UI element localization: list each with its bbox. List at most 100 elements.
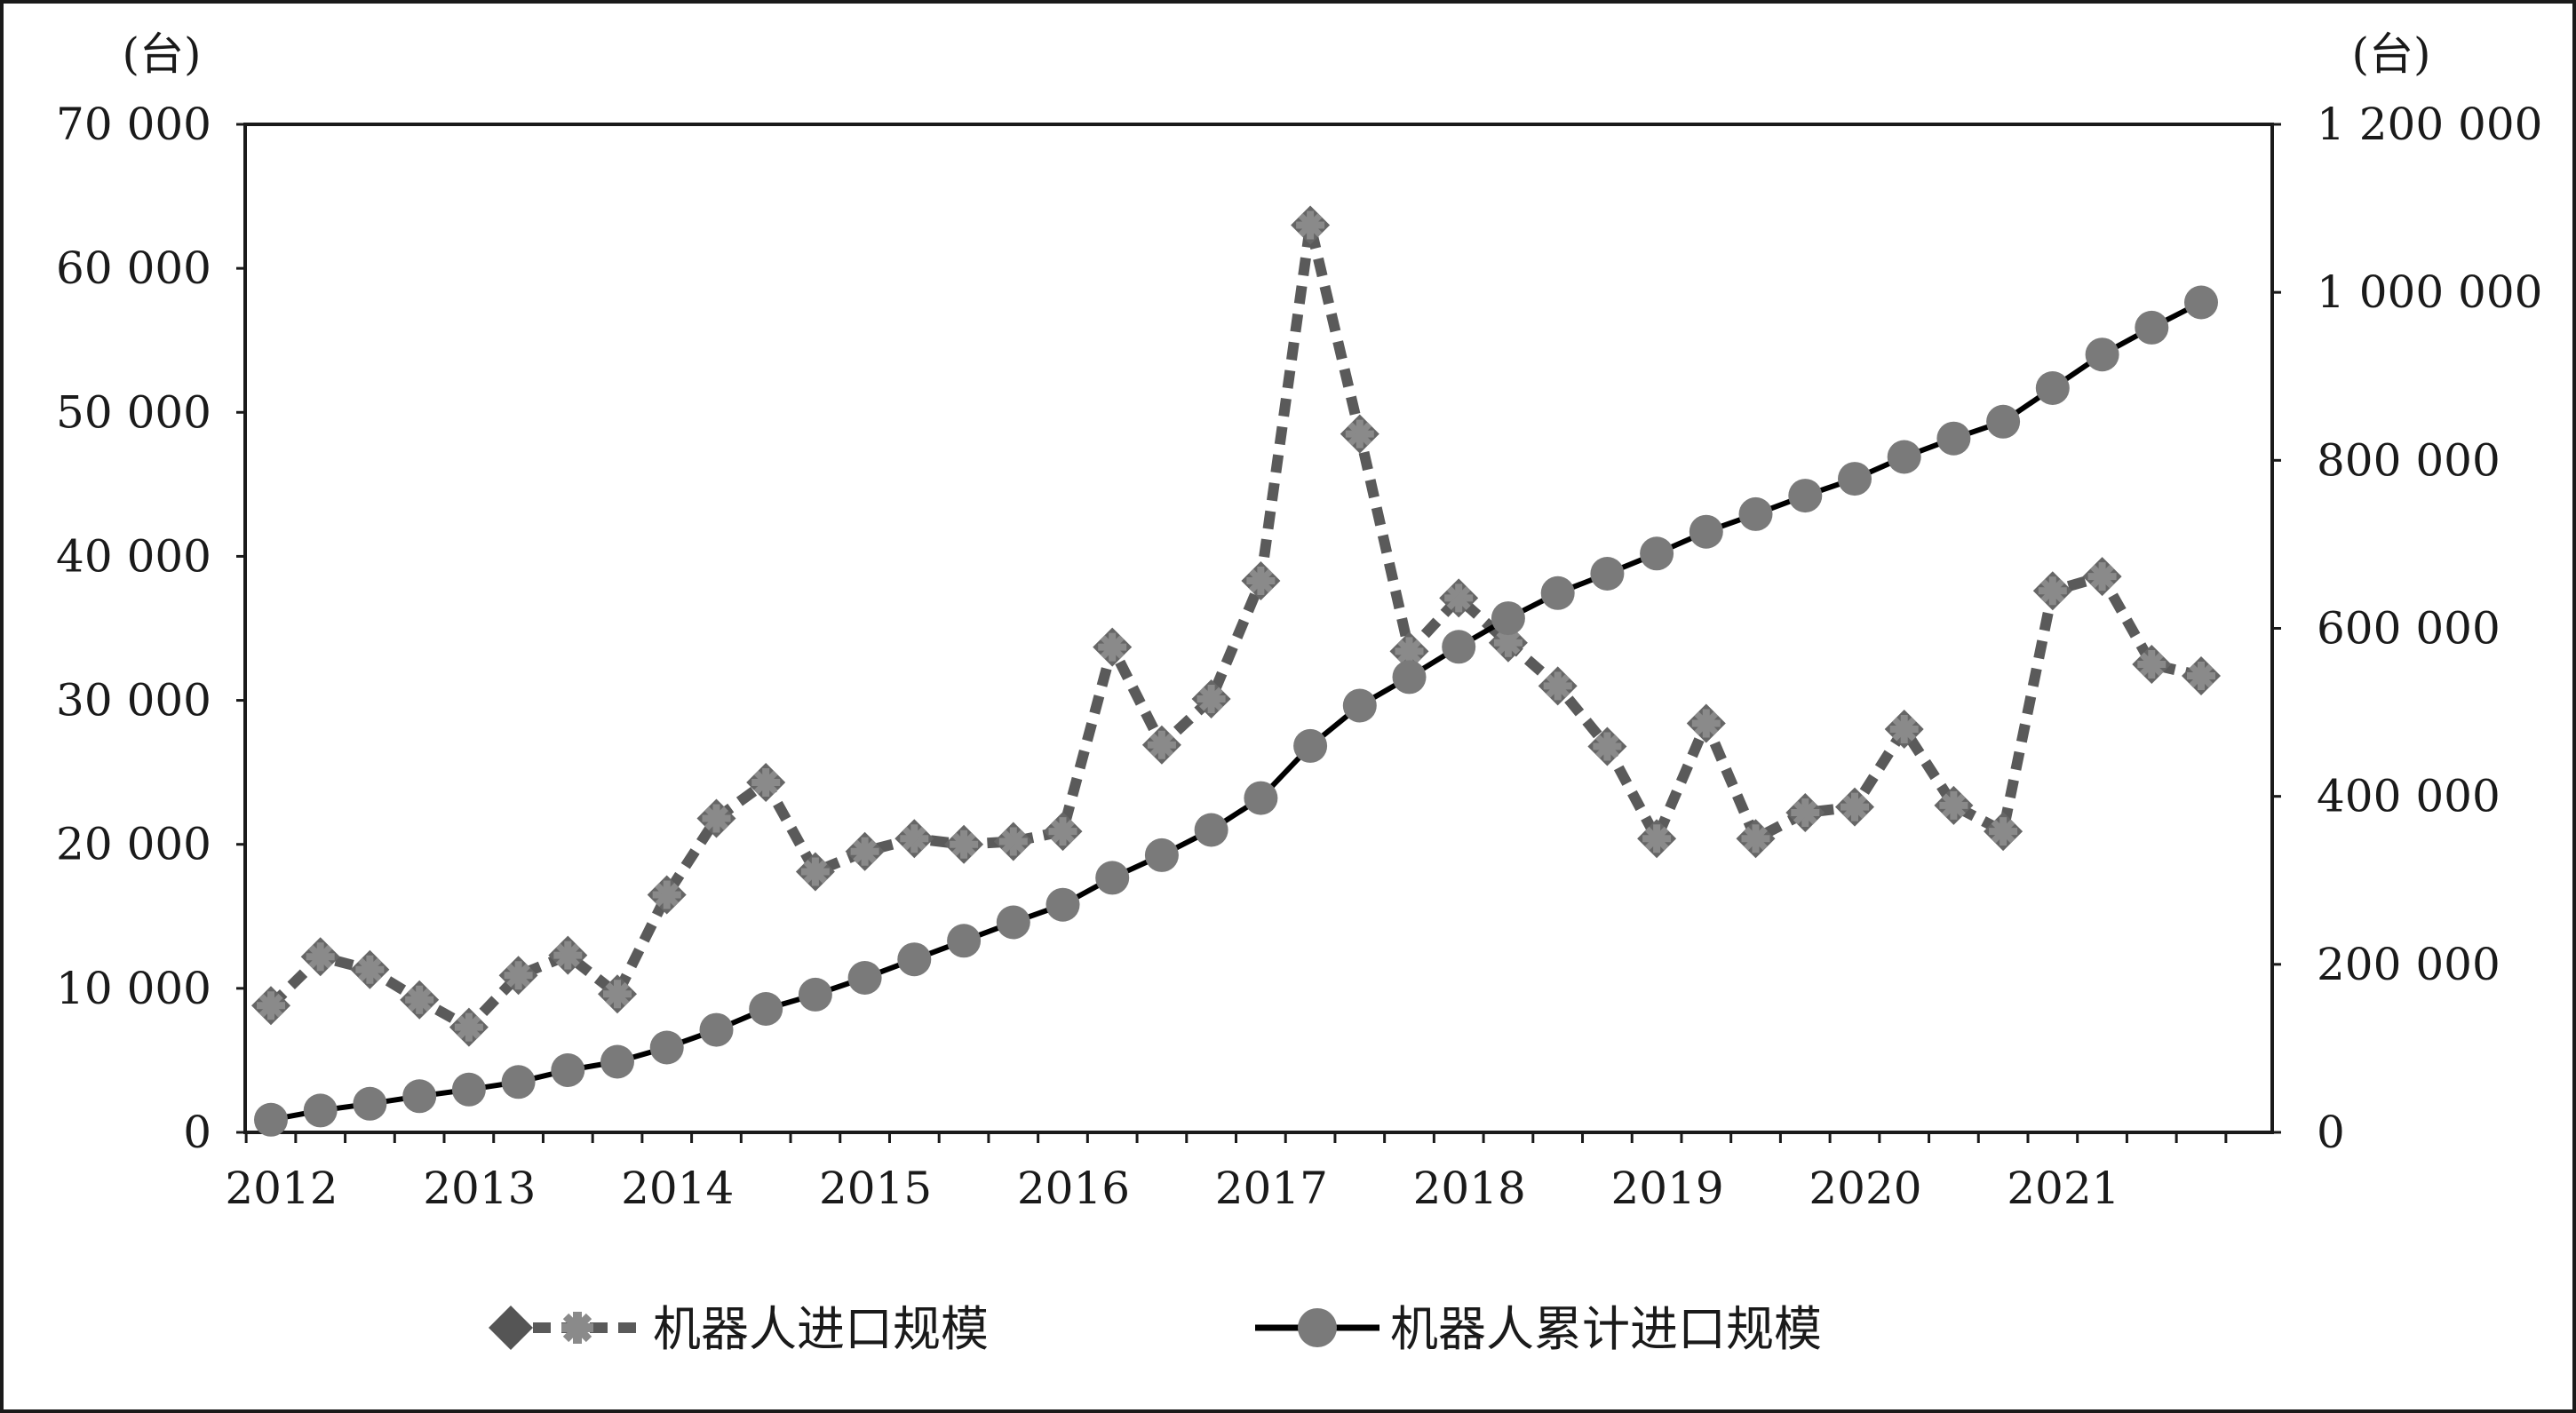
data-point-import [498,956,538,996]
data-point-import [2182,656,2221,695]
data-point-cumulative [1689,514,1723,549]
legend-label-cumulative: 机器人累计进口规模 [1390,1301,1822,1357]
left-tick-label: 20 000 [56,819,211,870]
data-point-import [1141,725,1181,765]
left-tick-label: 40 000 [56,530,211,582]
right-tick-label: 800 000 [2317,434,2500,486]
legend-label-import: 机器人进口规模 [653,1301,989,1357]
right-tick-label: 0 [2317,1107,2345,1158]
data-point-import [1093,627,1133,667]
data-point-import [1984,812,2023,852]
data-point-import [696,798,736,838]
left-tick-label: 10 000 [56,963,211,1014]
data-point-import [1389,631,1429,671]
data-point-import [1934,785,1974,825]
x-tick-label: 2021 [2007,1163,2119,1214]
left-tick-label: 50 000 [56,386,211,438]
data-point-import [1538,666,1578,706]
data-point-cumulative [501,1065,536,1099]
data-point-cumulative [1887,440,1921,474]
data-point-cumulative [2035,371,2070,405]
data-point-import [1439,578,1479,618]
data-point-cumulative [749,992,783,1026]
right-tick-label: 200 000 [2317,939,2500,990]
data-point-cumulative [1293,728,1328,763]
data-point-cumulative [551,1053,585,1087]
data-point-import [1291,205,1331,245]
data-point-import [1191,679,1231,718]
data-point-import [1736,819,1776,859]
legend-circle-marker [1298,1308,1337,1347]
data-point-cumulative [1342,688,1377,723]
data-point-import [1835,787,1874,827]
x-tick-label: 2019 [1610,1163,1723,1214]
left-axis: 0 10 000 20 000 30 000 40 000 50 000 60 000 70 … [56,99,245,1158]
data-point-cumulative [1590,557,1625,591]
data-point-import [746,763,786,802]
data-point-cumulative [649,1030,684,1065]
data-point-cumulative [1095,861,1130,895]
data-point-cumulative [1788,479,1823,513]
data-point-cumulative [353,1086,387,1121]
data-point-cumulative [1640,536,1674,571]
data-point-import [2082,557,2122,597]
data-point-cumulative [1738,496,1773,531]
data-point-cumulative [1491,601,1525,636]
data-point-import [350,949,390,989]
data-point-cumulative [1244,781,1278,815]
legend-diamond-marker [489,1306,533,1350]
right-unit-label: (台) [2351,28,2430,80]
right-tick-label: 1 200 000 [2317,99,2542,150]
data-point-cumulative [2135,310,2169,345]
data-point-import [1637,819,1677,859]
data-point-cumulative [1986,404,2021,439]
legend: 机器人进口规模 机器人累计进口规模 [489,1301,1822,1357]
data-point-import [449,1007,489,1047]
data-point-import [647,875,687,915]
data-point-import [1884,710,1924,749]
left-unit-label: (台) [122,28,201,80]
data-point-import [300,937,340,977]
data-point-cumulative [402,1079,437,1114]
data-point-import [1488,623,1528,663]
data-point-cumulative [1392,660,1427,695]
left-tick-label: 0 [183,1107,211,1158]
data-point-cumulative [2184,285,2218,320]
left-tick-label: 70 000 [56,99,211,150]
data-point-import [1686,703,1726,743]
data-point-import [845,831,885,871]
right-tick-label: 1 000 000 [2317,266,2542,318]
x-axis: 2012 2013 2014 2015 2016 2017 2018 2019 2020 2021 [225,1132,2228,1214]
data-point-cumulative [1540,576,1575,610]
data-point-import [1587,726,1627,766]
x-tick-label: 2020 [1809,1163,1921,1214]
x-tick-label: 2013 [423,1163,536,1214]
x-tick-label: 2015 [819,1163,932,1214]
data-point-cumulative [1194,813,1228,847]
data-point-import [400,980,440,1020]
data-point-cumulative [1144,837,1179,872]
data-point-cumulative [847,961,882,995]
series-import-quarterly [251,205,2221,1047]
series-cumulative [254,285,2218,1137]
series-line-cumulative [270,299,2203,1123]
data-point-cumulative [2085,337,2119,372]
data-point-import [894,819,934,859]
legend-item-import: 机器人进口规模 [489,1301,989,1357]
left-tick-label: 30 000 [56,675,211,726]
data-point-import [548,935,588,975]
data-point-import [1241,561,1281,600]
x-tick-label: 2014 [621,1163,734,1214]
x-tick-label: 2012 [225,1163,338,1214]
data-point-import [944,824,984,864]
data-point-cumulative [947,924,982,958]
data-point-cumulative [303,1093,338,1128]
data-point-cumulative [600,1044,634,1079]
data-point-import [1340,414,1379,454]
data-point-cumulative [798,977,832,1012]
right-tick-label: 600 000 [2317,603,2500,655]
data-point-cumulative [699,1012,734,1047]
